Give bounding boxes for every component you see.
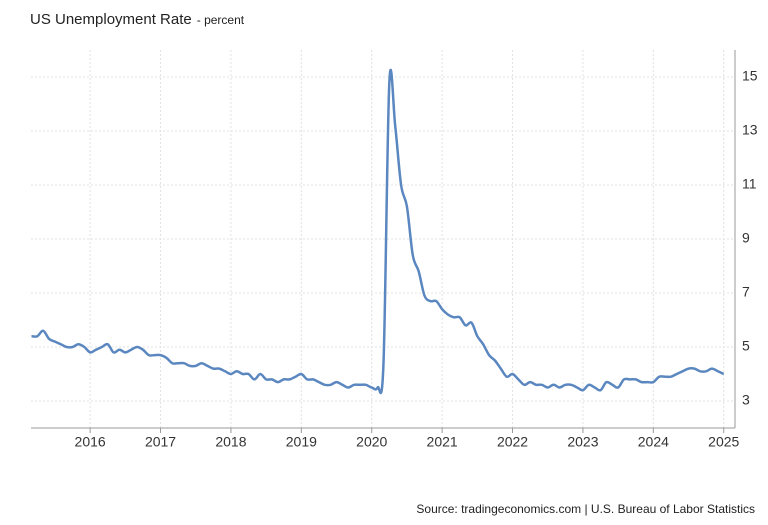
y-tick-label: 9 xyxy=(742,230,750,246)
chart-subtitle: - percent xyxy=(197,13,245,27)
x-tick-label: 2024 xyxy=(638,434,669,450)
y-tick-label: 15 xyxy=(742,68,758,84)
y-tick-label: 5 xyxy=(742,338,750,354)
chart-title: US Unemployment Rate xyxy=(30,11,192,28)
x-tick-label: 2023 xyxy=(567,434,598,450)
y-tick-label: 13 xyxy=(742,122,758,138)
x-tick-label: 2021 xyxy=(427,434,458,450)
x-tick-label: 2016 xyxy=(75,434,106,450)
x-tick-label: 2017 xyxy=(145,434,176,450)
data-line xyxy=(31,68,725,395)
y-tick-label: 3 xyxy=(742,392,750,408)
x-tick-label: 2018 xyxy=(215,434,246,450)
y-tick-label: 11 xyxy=(742,176,757,192)
x-tick-label: 2025 xyxy=(708,434,739,450)
x-tick-label: 2019 xyxy=(286,434,317,450)
x-tick-label: 2022 xyxy=(497,434,528,450)
x-tick-label: 2020 xyxy=(356,434,387,450)
y-tick-label: 7 xyxy=(742,284,750,300)
source-note: Source: tradingeconomics.com | U.S. Bure… xyxy=(416,502,755,516)
